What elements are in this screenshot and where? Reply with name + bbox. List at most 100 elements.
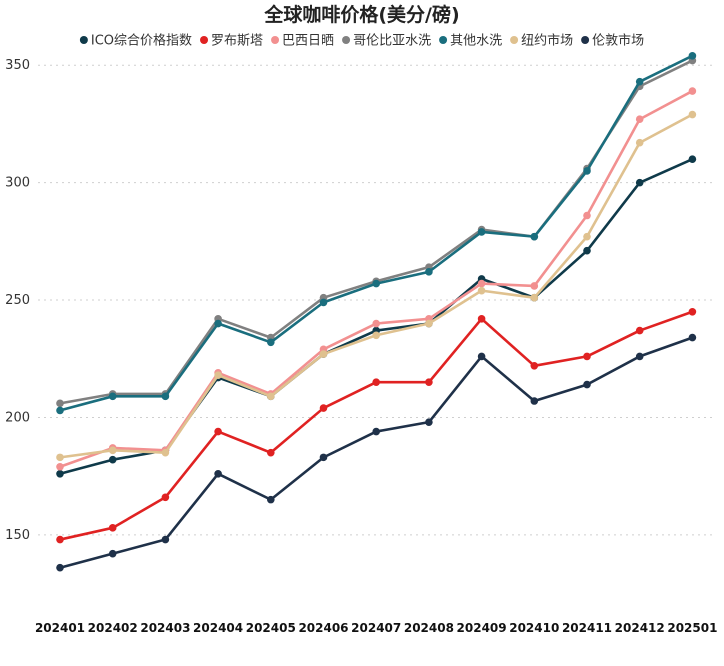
data-point[interactable]: [477, 228, 486, 236]
data-point[interactable]: [161, 493, 170, 502]
data-point[interactable]: [56, 535, 64, 544]
legend: ICO综合价格指数 罗布斯塔 巴西日晒 哥伦比亚水洗 其他水洗 纽约市场 伦敦市场: [79, 33, 644, 49]
data-point[interactable]: [583, 232, 591, 241]
x-tick-label: 202409: [457, 621, 507, 635]
data-point[interactable]: [635, 115, 644, 124]
data-point[interactable]: [635, 352, 644, 361]
data-point[interactable]: [635, 326, 644, 335]
data-point[interactable]: [530, 293, 539, 302]
x-tick-label: 202405: [246, 621, 296, 635]
data-point[interactable]: [108, 392, 117, 401]
legend-marker: [79, 36, 88, 44]
x-tick-label: 202410: [509, 621, 559, 635]
data-point[interactable]: [635, 77, 644, 86]
data-point[interactable]: [477, 315, 486, 323]
legend-item[interactable]: 巴西日晒: [271, 34, 334, 49]
legend-item[interactable]: 纽约市场: [510, 33, 573, 49]
data-point[interactable]: [319, 350, 328, 358]
legend-marker: [342, 36, 351, 44]
data-point[interactable]: [425, 378, 433, 387]
data-point[interactable]: [108, 549, 117, 558]
data-point[interactable]: [688, 307, 697, 316]
data-point[interactable]: [372, 279, 381, 288]
data-point[interactable]: [583, 380, 591, 389]
legend-label: 其他水洗: [450, 34, 502, 49]
data-point[interactable]: [530, 232, 539, 241]
x-tick-label: 202411: [562, 621, 612, 635]
y-tick-label: 300: [5, 176, 30, 191]
data-point[interactable]: [161, 448, 170, 457]
series-4: [56, 52, 697, 415]
data-point[interactable]: [56, 563, 64, 572]
data-point[interactable]: [108, 524, 117, 532]
data-point[interactable]: [583, 167, 591, 175]
data-point[interactable]: [425, 319, 433, 328]
data-point[interactable]: [372, 331, 381, 340]
legend-item[interactable]: 罗布斯塔: [200, 34, 263, 49]
legend-label: 纽约市场: [521, 33, 573, 49]
data-point[interactable]: [267, 392, 275, 401]
x-tick-label: 202404: [193, 621, 243, 635]
grid: [38, 64, 716, 536]
data-point[interactable]: [583, 352, 591, 361]
data-point[interactable]: [372, 319, 381, 328]
data-point[interactable]: [530, 397, 539, 405]
series-line: [58, 157, 694, 476]
series-1: [56, 307, 697, 544]
data-point[interactable]: [214, 319, 222, 328]
x-tick-label: 202407: [351, 621, 401, 635]
data-point[interactable]: [319, 453, 328, 462]
data-point[interactable]: [108, 455, 117, 464]
data-point[interactable]: [635, 178, 644, 187]
x-tick-label: 202403: [140, 621, 190, 635]
data-point[interactable]: [56, 470, 64, 478]
data-point[interactable]: [635, 138, 644, 147]
data-point[interactable]: [583, 211, 591, 220]
data-point[interactable]: [319, 298, 328, 307]
data-point[interactable]: [425, 268, 433, 276]
data-point[interactable]: [425, 418, 433, 426]
legend-item[interactable]: 其他水洗: [439, 34, 502, 49]
legend-marker: [439, 36, 448, 44]
data-point[interactable]: [477, 352, 486, 361]
data-point[interactable]: [477, 286, 486, 295]
data-point[interactable]: [267, 448, 275, 457]
data-point[interactable]: [214, 470, 222, 478]
legend-item[interactable]: 哥伦比亚水洗: [342, 34, 431, 49]
data-point[interactable]: [161, 392, 170, 401]
data-point[interactable]: [372, 378, 381, 387]
legend-item[interactable]: 伦敦市场: [581, 33, 644, 49]
legend-label: 罗布斯塔: [211, 34, 263, 49]
data-point[interactable]: [583, 246, 591, 255]
x-tick-label: 202406: [298, 621, 348, 635]
data-point[interactable]: [530, 282, 539, 290]
legend-item[interactable]: ICO综合价格指数: [79, 33, 192, 49]
data-point[interactable]: [372, 427, 381, 436]
x-tick-label: 202501: [667, 621, 717, 635]
legend-marker: [510, 36, 519, 44]
data-point[interactable]: [688, 333, 697, 342]
data-point[interactable]: [56, 399, 64, 408]
legend-marker: [581, 36, 590, 44]
data-point[interactable]: [688, 52, 697, 60]
data-point[interactable]: [56, 453, 64, 462]
data-point[interactable]: [56, 462, 64, 471]
y-tick-label: 150: [5, 528, 30, 543]
data-point[interactable]: [56, 406, 64, 415]
data-point[interactable]: [161, 535, 170, 544]
y-tick-label: 200: [5, 410, 30, 425]
data-point[interactable]: [214, 427, 222, 436]
data-point[interactable]: [214, 371, 222, 379]
data-point[interactable]: [688, 87, 697, 95]
y-tick-label: 350: [5, 58, 30, 73]
data-point[interactable]: [688, 155, 697, 163]
data-point[interactable]: [688, 110, 697, 119]
data-point[interactable]: [477, 279, 486, 288]
data-point[interactable]: [319, 404, 328, 412]
legend-marker: [200, 36, 209, 44]
data-point[interactable]: [267, 495, 275, 504]
data-point[interactable]: [108, 446, 117, 455]
data-point[interactable]: [530, 361, 539, 370]
legend-label: 伦敦市场: [592, 33, 644, 49]
data-point[interactable]: [267, 338, 275, 347]
